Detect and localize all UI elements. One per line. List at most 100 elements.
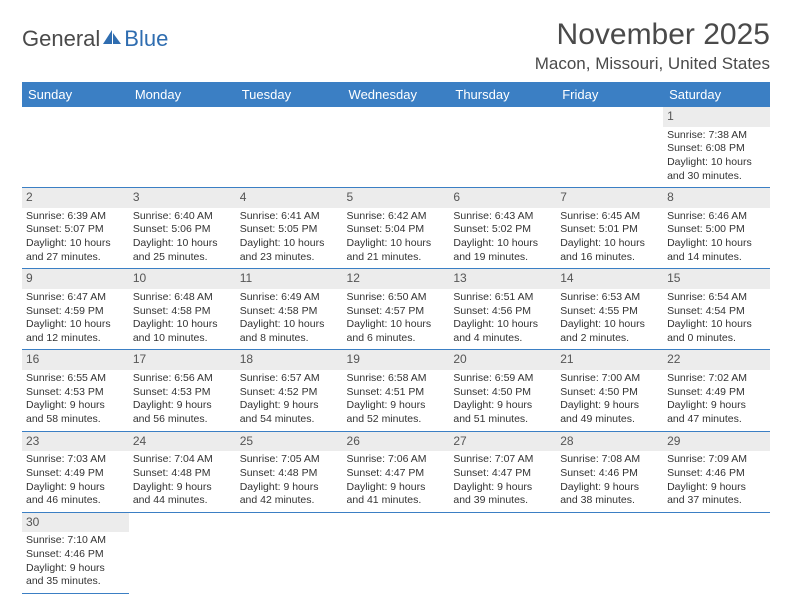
day-info: Sunrise: 6:45 AMSunset: 5:01 PMDaylight:… [560,210,659,265]
calendar-week-row: 2Sunrise: 6:39 AMSunset: 5:07 PMDaylight… [22,188,770,269]
day-info: Sunrise: 6:40 AMSunset: 5:06 PMDaylight:… [133,210,232,265]
title-block: November 2025 Macon, Missouri, United St… [535,18,770,74]
calendar-day-cell: 21Sunrise: 7:00 AMSunset: 4:50 PMDayligh… [556,350,663,431]
calendar-day-cell: 15Sunrise: 6:54 AMSunset: 4:54 PMDayligh… [663,269,770,350]
logo-text-1: General [22,26,100,52]
day-info: Sunrise: 7:05 AMSunset: 4:48 PMDaylight:… [240,453,339,508]
day-info: Sunrise: 6:49 AMSunset: 4:58 PMDaylight:… [240,291,339,346]
day-info: Sunrise: 6:58 AMSunset: 4:51 PMDaylight:… [347,372,446,427]
day-info: Sunrise: 7:38 AMSunset: 6:08 PMDaylight:… [667,129,766,184]
day-number: 15 [663,269,770,289]
day-info: Sunrise: 7:10 AMSunset: 4:46 PMDaylight:… [26,534,125,589]
calendar-day-cell: 17Sunrise: 6:56 AMSunset: 4:53 PMDayligh… [129,350,236,431]
day-number: 6 [449,188,556,208]
calendar-day-cell: 26Sunrise: 7:06 AMSunset: 4:47 PMDayligh… [343,431,450,512]
day-number: 29 [663,432,770,452]
day-info: Sunrise: 6:46 AMSunset: 5:00 PMDaylight:… [667,210,766,265]
day-info: Sunrise: 7:03 AMSunset: 4:49 PMDaylight:… [26,453,125,508]
day-number: 13 [449,269,556,289]
day-number: 1 [663,107,770,127]
day-number: 14 [556,269,663,289]
day-info: Sunrise: 7:06 AMSunset: 4:47 PMDaylight:… [347,453,446,508]
day-number: 20 [449,350,556,370]
calendar-empty-cell [556,107,663,188]
calendar-day-cell: 14Sunrise: 6:53 AMSunset: 4:55 PMDayligh… [556,269,663,350]
calendar-week-row: 30Sunrise: 7:10 AMSunset: 4:46 PMDayligh… [22,512,770,593]
month-title: November 2025 [535,18,770,52]
calendar-empty-cell [129,107,236,188]
day-info: Sunrise: 6:43 AMSunset: 5:02 PMDaylight:… [453,210,552,265]
calendar-day-cell: 30Sunrise: 7:10 AMSunset: 4:46 PMDayligh… [22,512,129,593]
weekday-header-row: SundayMondayTuesdayWednesdayThursdayFrid… [22,82,770,107]
calendar-empty-cell [343,512,450,593]
day-number: 11 [236,269,343,289]
day-number: 3 [129,188,236,208]
calendar-day-cell: 22Sunrise: 7:02 AMSunset: 4:49 PMDayligh… [663,350,770,431]
calendar-day-cell: 23Sunrise: 7:03 AMSunset: 4:49 PMDayligh… [22,431,129,512]
day-number: 19 [343,350,450,370]
day-info: Sunrise: 6:57 AMSunset: 4:52 PMDaylight:… [240,372,339,427]
day-number: 24 [129,432,236,452]
calendar-week-row: 16Sunrise: 6:55 AMSunset: 4:53 PMDayligh… [22,350,770,431]
calendar-day-cell: 24Sunrise: 7:04 AMSunset: 4:48 PMDayligh… [129,431,236,512]
calendar-day-cell: 12Sunrise: 6:50 AMSunset: 4:57 PMDayligh… [343,269,450,350]
calendar-day-cell: 9Sunrise: 6:47 AMSunset: 4:59 PMDaylight… [22,269,129,350]
calendar-day-cell: 28Sunrise: 7:08 AMSunset: 4:46 PMDayligh… [556,431,663,512]
day-number: 28 [556,432,663,452]
day-number: 16 [22,350,129,370]
day-info: Sunrise: 7:09 AMSunset: 4:46 PMDaylight:… [667,453,766,508]
calendar-day-cell: 13Sunrise: 6:51 AMSunset: 4:56 PMDayligh… [449,269,556,350]
calendar-day-cell: 6Sunrise: 6:43 AMSunset: 5:02 PMDaylight… [449,188,556,269]
calendar-day-cell: 25Sunrise: 7:05 AMSunset: 4:48 PMDayligh… [236,431,343,512]
day-number: 26 [343,432,450,452]
day-info: Sunrise: 6:48 AMSunset: 4:58 PMDaylight:… [133,291,232,346]
day-number: 10 [129,269,236,289]
weekday-header: Thursday [449,82,556,107]
weekday-header: Sunday [22,82,129,107]
day-number: 5 [343,188,450,208]
logo-text-2: Blue [124,26,168,52]
calendar-day-cell: 5Sunrise: 6:42 AMSunset: 5:04 PMDaylight… [343,188,450,269]
calendar-day-cell: 20Sunrise: 6:59 AMSunset: 4:50 PMDayligh… [449,350,556,431]
sail-icon [101,26,123,52]
calendar-day-cell: 3Sunrise: 6:40 AMSunset: 5:06 PMDaylight… [129,188,236,269]
weekday-header: Monday [129,82,236,107]
day-number: 9 [22,269,129,289]
day-info: Sunrise: 7:04 AMSunset: 4:48 PMDaylight:… [133,453,232,508]
calendar-empty-cell [236,107,343,188]
day-info: Sunrise: 6:41 AMSunset: 5:05 PMDaylight:… [240,210,339,265]
day-number: 7 [556,188,663,208]
day-info: Sunrise: 6:55 AMSunset: 4:53 PMDaylight:… [26,372,125,427]
calendar-day-cell: 7Sunrise: 6:45 AMSunset: 5:01 PMDaylight… [556,188,663,269]
logo: General Blue [22,18,168,52]
calendar-day-cell: 1Sunrise: 7:38 AMSunset: 6:08 PMDaylight… [663,107,770,188]
calendar-empty-cell [343,107,450,188]
day-info: Sunrise: 6:39 AMSunset: 5:07 PMDaylight:… [26,210,125,265]
day-info: Sunrise: 6:42 AMSunset: 5:04 PMDaylight:… [347,210,446,265]
calendar-table: SundayMondayTuesdayWednesdayThursdayFrid… [22,82,770,594]
calendar-day-cell: 16Sunrise: 6:55 AMSunset: 4:53 PMDayligh… [22,350,129,431]
day-info: Sunrise: 7:07 AMSunset: 4:47 PMDaylight:… [453,453,552,508]
day-number: 21 [556,350,663,370]
day-info: Sunrise: 6:51 AMSunset: 4:56 PMDaylight:… [453,291,552,346]
calendar-day-cell: 18Sunrise: 6:57 AMSunset: 4:52 PMDayligh… [236,350,343,431]
day-number: 18 [236,350,343,370]
calendar-week-row: 9Sunrise: 6:47 AMSunset: 4:59 PMDaylight… [22,269,770,350]
day-number: 4 [236,188,343,208]
day-number: 27 [449,432,556,452]
day-number: 8 [663,188,770,208]
calendar-day-cell: 10Sunrise: 6:48 AMSunset: 4:58 PMDayligh… [129,269,236,350]
header: General Blue November 2025 Macon, Missou… [22,18,770,74]
calendar-week-row: 1Sunrise: 7:38 AMSunset: 6:08 PMDaylight… [22,107,770,188]
day-info: Sunrise: 6:56 AMSunset: 4:53 PMDaylight:… [133,372,232,427]
calendar-empty-cell [449,107,556,188]
calendar-day-cell: 2Sunrise: 6:39 AMSunset: 5:07 PMDaylight… [22,188,129,269]
calendar-empty-cell [663,512,770,593]
calendar-week-row: 23Sunrise: 7:03 AMSunset: 4:49 PMDayligh… [22,431,770,512]
calendar-day-cell: 19Sunrise: 6:58 AMSunset: 4:51 PMDayligh… [343,350,450,431]
calendar-empty-cell [22,107,129,188]
weekday-header: Friday [556,82,663,107]
day-number: 17 [129,350,236,370]
day-info: Sunrise: 6:47 AMSunset: 4:59 PMDaylight:… [26,291,125,346]
day-number: 25 [236,432,343,452]
